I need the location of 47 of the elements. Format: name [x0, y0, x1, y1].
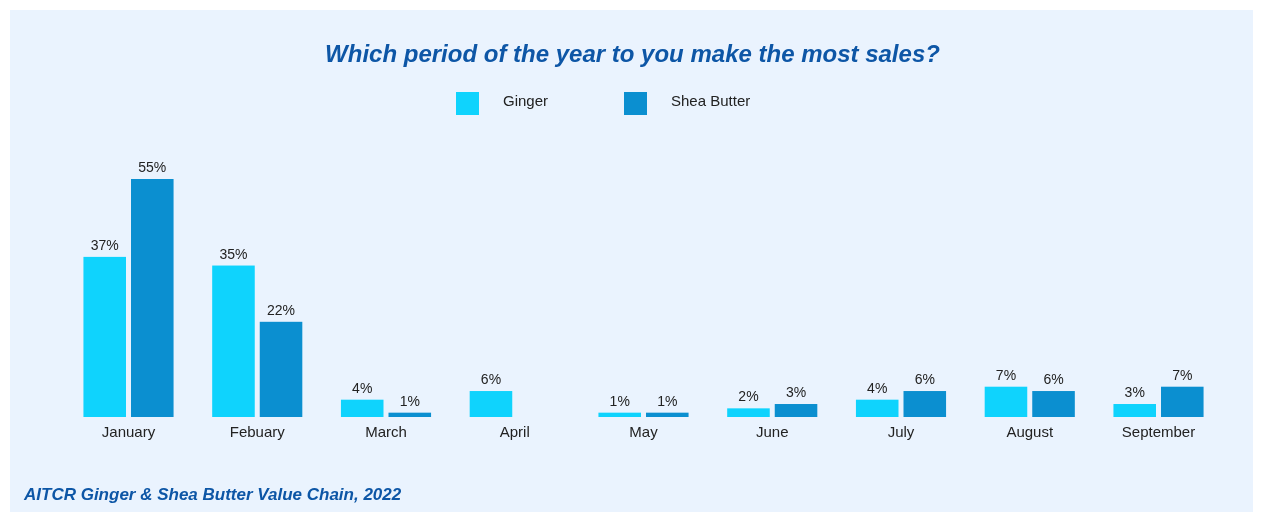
data-label: 2% — [738, 388, 759, 405]
x-tick-label: September — [1121, 423, 1196, 440]
bar — [212, 265, 255, 417]
bar — [1161, 386, 1204, 417]
data-label: 37% — [90, 236, 119, 253]
data-label: 4% — [352, 379, 373, 396]
data-label: 1% — [609, 392, 630, 409]
data-label: 6% — [914, 371, 935, 388]
x-tick-label: August — [1006, 423, 1054, 440]
bar — [1032, 391, 1075, 417]
data-label: 6% — [480, 371, 502, 388]
data-label: 1% — [399, 392, 420, 409]
x-tick-label: May — [629, 423, 659, 440]
data-label: 1% — [657, 392, 678, 409]
data-label: 3% — [785, 384, 807, 401]
data-label: 6% — [1043, 371, 1064, 388]
legend-label: Ginger — [503, 92, 549, 109]
data-label: 55% — [138, 159, 167, 175]
x-tick-label: July — [887, 423, 915, 440]
data-label: 22% — [267, 301, 296, 318]
bar — [259, 321, 303, 417]
x-tick-label: June — [755, 423, 789, 440]
bar — [646, 412, 689, 417]
data-label: 3% — [1124, 384, 1145, 401]
bar — [903, 391, 947, 417]
x-tick-label: March — [365, 423, 407, 440]
x-tick-label: April — [499, 423, 530, 440]
data-label: 7% — [1172, 366, 1193, 383]
bar — [83, 256, 126, 417]
chart-title: Which period of the year to you make the most sales? — [325, 40, 941, 67]
legend-label: Shea Butter — [671, 92, 751, 109]
x-tick-label: January — [101, 423, 156, 440]
text: AITCR Ginger & Shea Butter Value Chain, 2022 — [23, 485, 402, 504]
data-label: 35% — [219, 245, 248, 262]
data-label: 7% — [995, 366, 1017, 383]
bar — [855, 399, 899, 417]
bar — [1113, 404, 1156, 417]
bar — [774, 404, 818, 417]
data-label: 4% — [867, 379, 888, 396]
bar — [469, 391, 513, 417]
bar — [340, 399, 384, 417]
bar — [388, 412, 432, 417]
x-tick-label: Febuary — [229, 423, 286, 440]
bar — [984, 386, 1028, 417]
bar — [131, 179, 174, 417]
bar — [598, 412, 641, 417]
bar — [727, 408, 770, 417]
